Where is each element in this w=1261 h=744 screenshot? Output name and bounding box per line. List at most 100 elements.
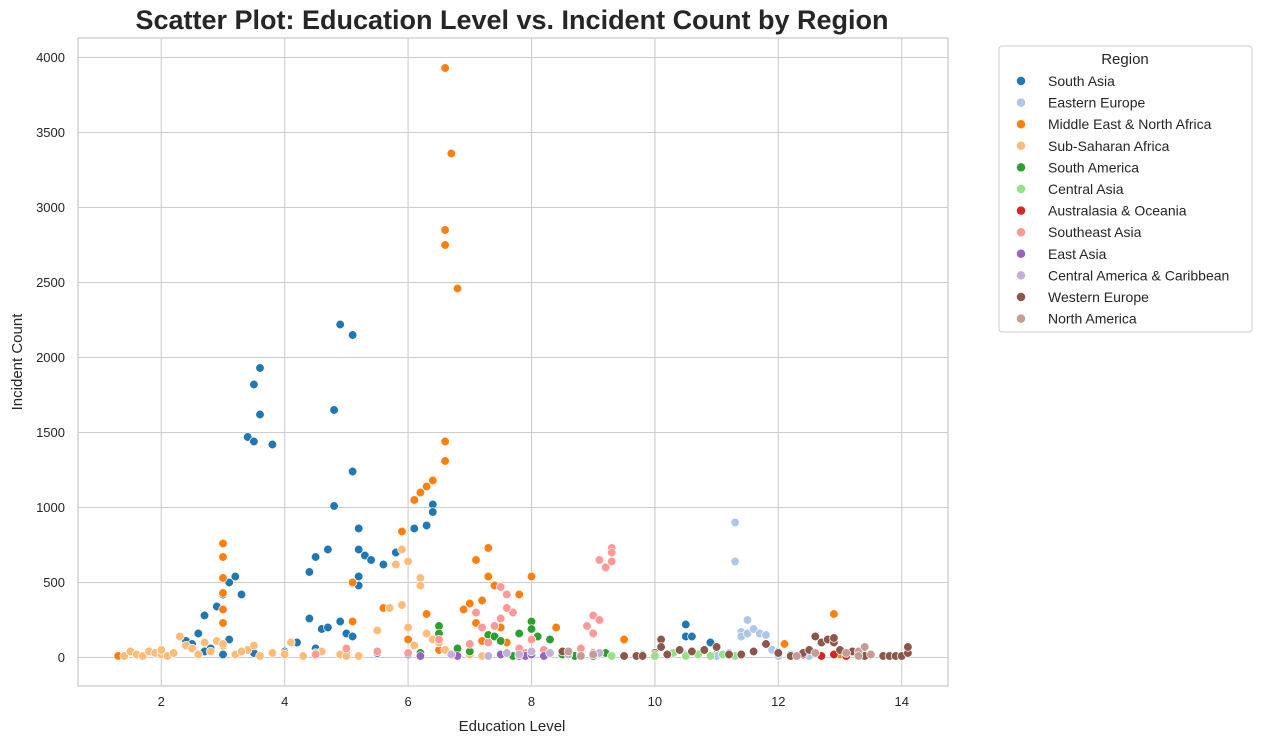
data-point xyxy=(779,639,790,649)
data-point xyxy=(761,630,771,640)
data-point xyxy=(687,646,697,657)
data-point xyxy=(329,501,339,511)
data-point xyxy=(347,330,358,340)
data-point xyxy=(508,607,518,618)
data-point xyxy=(372,625,382,636)
data-point xyxy=(829,633,839,643)
data-point xyxy=(218,538,228,549)
data-point xyxy=(347,577,358,588)
data-point xyxy=(514,589,524,600)
legend-marker xyxy=(1016,162,1026,173)
legend-label: South Asia xyxy=(1048,73,1115,89)
data-point xyxy=(335,319,345,330)
data-point xyxy=(347,631,358,642)
data-point xyxy=(267,439,278,450)
x-tick-label: 4 xyxy=(281,694,288,709)
data-point xyxy=(446,148,456,159)
series-southeast-asia xyxy=(310,543,617,660)
data-point xyxy=(594,615,605,625)
series-sub-saharan-africa xyxy=(119,544,487,661)
data-point xyxy=(588,628,598,639)
data-point xyxy=(224,577,234,588)
data-point xyxy=(255,409,265,420)
data-point xyxy=(514,628,524,639)
data-point xyxy=(841,648,851,658)
legend-item: East Asia xyxy=(1016,246,1107,262)
y-tick-label: 2000 xyxy=(36,350,65,365)
legend-item: Australasia & Oceania xyxy=(1016,203,1187,219)
data-point xyxy=(496,636,506,646)
data-point xyxy=(563,646,574,657)
data-point xyxy=(218,552,228,562)
data-point xyxy=(280,649,290,660)
data-point xyxy=(477,595,487,606)
legend-label: Southeast Asia xyxy=(1048,224,1142,240)
data-point xyxy=(440,436,450,447)
data-point xyxy=(483,651,493,661)
legend-item: Central Asia xyxy=(1016,181,1124,197)
y-tick-label: 500 xyxy=(43,575,65,590)
data-point xyxy=(496,582,506,592)
data-point xyxy=(397,600,407,610)
legend-label: Sub-Saharan Africa xyxy=(1048,138,1170,154)
y-tick-label: 2500 xyxy=(36,275,65,290)
data-point xyxy=(403,648,413,658)
legend-label: East Asia xyxy=(1048,246,1107,262)
data-point xyxy=(310,649,321,660)
data-point xyxy=(471,555,481,565)
data-point xyxy=(156,645,166,655)
data-point xyxy=(681,619,691,630)
data-point xyxy=(421,481,432,492)
data-point xyxy=(218,588,228,598)
data-point xyxy=(687,631,697,642)
data-point xyxy=(409,495,419,505)
legend-marker xyxy=(1016,248,1026,259)
data-point xyxy=(224,634,234,645)
data-point xyxy=(748,646,759,657)
grid-lines xyxy=(78,38,948,686)
x-tick-label: 2 xyxy=(158,694,165,709)
y-tick-label: 3000 xyxy=(36,200,65,215)
legend-label: Middle East & North Africa xyxy=(1048,116,1212,132)
data-point xyxy=(440,225,450,235)
data-point xyxy=(286,637,296,648)
series-south-asia xyxy=(181,319,722,660)
data-point xyxy=(514,649,524,660)
series-north-america xyxy=(563,642,876,661)
legend-label: Australasia & Oceania xyxy=(1048,203,1187,219)
data-point xyxy=(428,475,438,486)
data-point xyxy=(354,571,364,582)
data-point xyxy=(576,651,586,661)
x-tick-label: 10 xyxy=(648,694,662,709)
data-point xyxy=(193,649,203,660)
data-point xyxy=(323,544,333,555)
data-point xyxy=(711,642,722,652)
data-point xyxy=(607,547,617,558)
legend-marker xyxy=(1016,205,1026,216)
y-axis-label: Incident Count xyxy=(9,313,26,411)
data-point xyxy=(440,456,450,466)
data-point xyxy=(360,550,370,561)
data-point xyxy=(310,552,321,562)
data-point xyxy=(236,646,247,657)
data-point xyxy=(637,651,648,661)
data-point xyxy=(619,634,629,645)
data-point xyxy=(199,610,210,621)
data-point xyxy=(354,523,364,534)
legend-label: North America xyxy=(1048,311,1137,327)
data-point xyxy=(502,589,512,600)
data-point xyxy=(218,649,228,660)
data-point xyxy=(421,520,432,531)
data-point xyxy=(218,618,228,628)
legend-title: Region xyxy=(1101,51,1149,68)
data-point xyxy=(545,634,555,645)
data-point xyxy=(588,610,598,621)
data-point xyxy=(421,609,432,619)
data-point xyxy=(415,580,426,591)
data-point xyxy=(699,645,709,655)
data-point xyxy=(483,571,493,582)
data-point xyxy=(403,634,413,645)
data-point xyxy=(304,567,315,577)
data-point xyxy=(730,517,740,528)
data-point xyxy=(138,651,148,661)
